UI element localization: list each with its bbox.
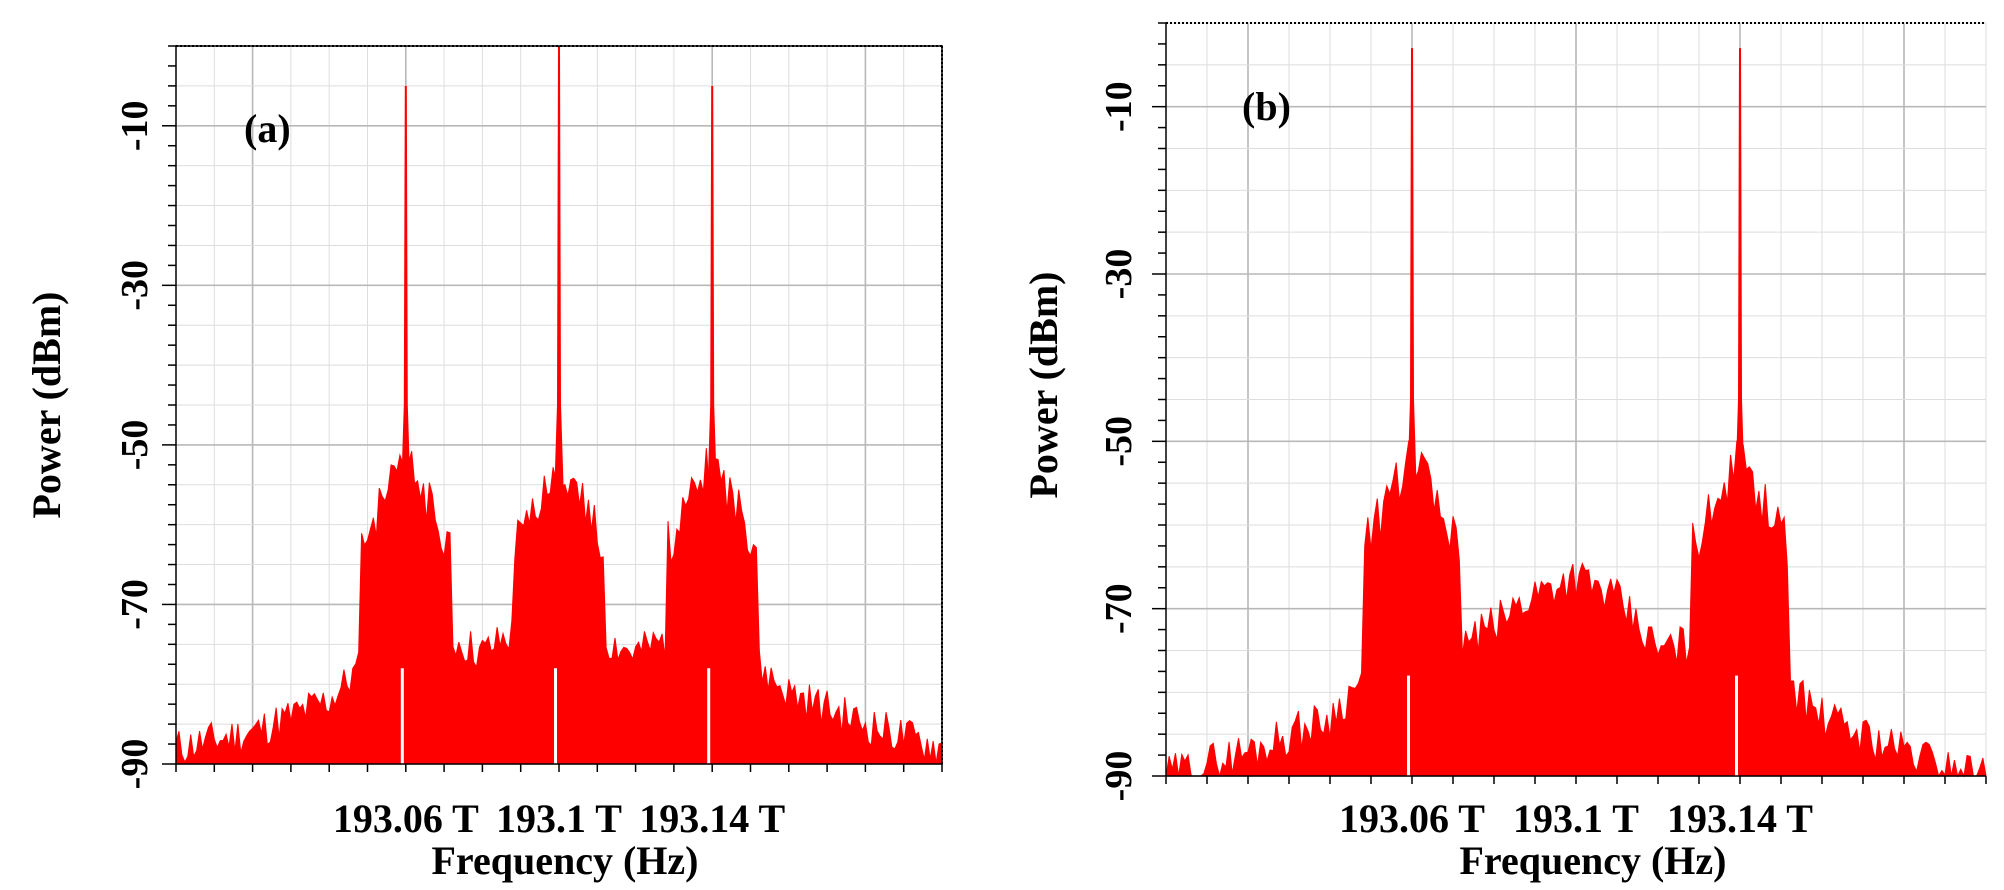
y-tick-label: -10 bbox=[114, 100, 156, 151]
y-tick-label: -70 bbox=[114, 579, 156, 630]
spectrum-peak bbox=[552, 46, 566, 565]
y-tick-label: -50 bbox=[1098, 416, 1140, 467]
spectrum-gap bbox=[400, 668, 404, 764]
chart-panel-a: (a) 193.06 T 193.1 T 193.14 T -10 -30 -50 -70… bbox=[24, 45, 943, 883]
y-tick-labels-a: -10 -30 -50 -70 -90 bbox=[114, 100, 156, 789]
spectrum-gap bbox=[707, 668, 711, 764]
spectrum-gap bbox=[554, 668, 557, 764]
x-tick-labels-b: 193.06 T 193.1 T 193.14 T bbox=[1339, 796, 1813, 841]
spectrum-peak bbox=[1405, 48, 1419, 567]
spectrum-peaks-a bbox=[398, 46, 720, 764]
spectrum-peak bbox=[705, 85, 720, 565]
tick-marks-b bbox=[1152, 22, 1987, 784]
y-tick-label: -70 bbox=[1098, 583, 1140, 634]
spectrum-peak bbox=[1733, 48, 1747, 567]
plot-frame-a bbox=[175, 45, 943, 765]
y-tick-label: -90 bbox=[114, 739, 156, 790]
y-tick-label: -50 bbox=[114, 420, 156, 471]
y-tick-label: -10 bbox=[1098, 81, 1140, 132]
x-axis-title-b: Frequency (Hz) bbox=[1460, 838, 1727, 883]
tick-marks-a bbox=[162, 45, 943, 772]
y-tick-labels-b: -10 -30 -50 -70 -90 bbox=[1098, 81, 1140, 801]
panel-label-b: (b) bbox=[1242, 84, 1291, 129]
spectrum-area-b bbox=[1165, 440, 1987, 778]
spectrum-peak bbox=[398, 85, 413, 565]
x-tick-label: 193.14 T bbox=[1667, 796, 1813, 841]
y-tick-label: -30 bbox=[114, 260, 156, 311]
y-axis-title-a: Power (dBm) bbox=[24, 292, 69, 519]
y-axis-title-b: Power (dBm) bbox=[1021, 272, 1066, 499]
chart-panel-b: (b) 193.06 T 193.1 T 193.14 T -10 -30 -50 -70… bbox=[1021, 22, 1987, 883]
panel-label-a: (a) bbox=[244, 106, 291, 151]
spectrum-peaks-b bbox=[1405, 48, 1747, 776]
y-tick-label: -90 bbox=[1098, 751, 1140, 802]
spectrum-gap bbox=[1735, 675, 1738, 776]
y-tick-label: -30 bbox=[1098, 249, 1140, 300]
x-tick-label: 193.06 T bbox=[1339, 796, 1485, 841]
x-axis-title-a: Frequency (Hz) bbox=[432, 838, 699, 883]
x-tick-label: 193.1 T bbox=[496, 796, 622, 841]
x-tick-label: 193.06 T bbox=[333, 796, 479, 841]
spectrum-gap bbox=[1407, 675, 1410, 776]
x-tick-label: 193.14 T bbox=[639, 796, 785, 841]
x-tick-label: 193.1 T bbox=[1513, 796, 1639, 841]
x-tick-labels-a: 193.06 T 193.1 T 193.14 T bbox=[333, 796, 786, 841]
